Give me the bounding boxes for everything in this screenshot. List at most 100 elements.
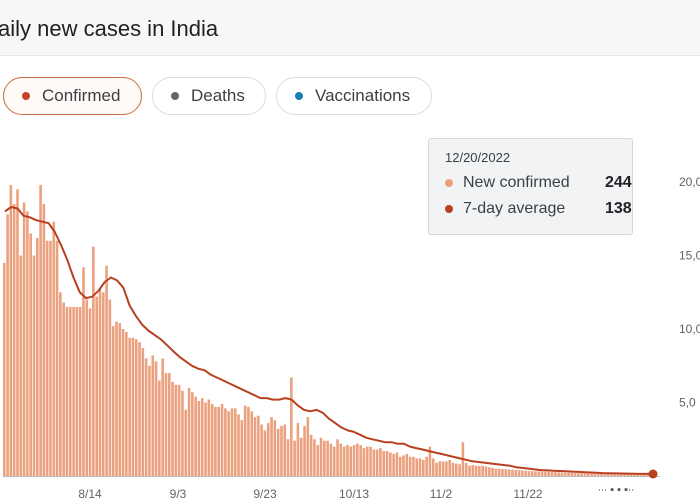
daily-bar [626,474,630,476]
daily-bar [372,449,376,476]
daily-bar [346,445,349,476]
chart-title: aily new cases in India [0,16,219,41]
daily-bar [303,426,306,476]
current-point-marker[interactable] [648,469,658,479]
tooltip-date: 12/20/2022 [445,150,511,165]
daily-bar [408,456,412,476]
daily-bar [98,287,102,476]
daily-bar [590,473,593,476]
daily-bar [570,472,574,476]
daily-bar [220,403,224,476]
daily-bar [217,406,221,476]
daily-bar [19,255,23,476]
tooltip-7-day-average-value: 138 [605,200,632,217]
daily-bar [105,265,108,476]
daily-bar [524,470,527,476]
daily-bar [29,233,32,476]
daily-bar [42,204,46,477]
daily-bar [600,473,603,476]
daily-bar [266,423,270,476]
daily-bar [517,470,521,476]
daily-bar [233,408,237,476]
daily-bar [544,471,547,476]
daily-bar [385,451,389,476]
daily-bar [240,420,244,476]
daily-bar [511,469,514,476]
daily-bar [471,464,475,476]
daily-bar [643,474,646,476]
daily-bar [78,306,82,476]
daily-bar [603,473,607,476]
daily-bar [177,384,181,476]
daily-bar [283,424,287,476]
daily-bar [187,387,191,476]
daily-bar [491,467,494,476]
daily-bar [580,473,583,476]
daily-bar [488,467,491,476]
daily-bar [530,471,534,476]
daily-bar [144,358,148,476]
daily-bar [82,267,85,476]
daily-bar [200,398,204,476]
daily-bar [62,302,65,476]
tab-deaths[interactable]: Deaths [152,77,266,115]
chart-tooltip: 12/20/2022 New confirmed 244 7-day avera… [428,138,633,235]
x-tick-label: 9/23 [253,487,277,500]
daily-bar [210,403,214,476]
tab-vaccinations[interactable]: Vaccinations [276,77,432,115]
new-confirmed-dot-icon [445,179,453,187]
daily-bar [639,474,643,476]
tab-confirmed[interactable]: Confirmed [3,77,142,115]
daily-bar [316,445,320,476]
daily-bar [253,417,257,476]
daily-bar [257,415,260,476]
daily-bar [573,473,577,476]
daily-bar [527,471,531,476]
daily-bar [273,420,277,476]
daily-bar [115,321,118,476]
daily-bar [521,470,524,476]
daily-bars [3,184,653,477]
daily-bar [55,240,59,476]
daily-bar [52,221,56,476]
daily-bar [606,473,610,476]
daily-bar [412,456,415,476]
daily-bar [623,474,626,476]
tab-vaccinations-label: Vaccinations [315,86,411,105]
daily-bar [224,408,227,476]
daily-bar [167,373,171,476]
daily-bar [431,458,435,476]
daily-bar [85,299,89,476]
daily-bar [375,449,379,476]
daily-bar [22,202,26,476]
daily-bar [369,446,372,476]
daily-bar [563,472,567,476]
tab-confirmed-label: Confirmed [42,86,121,105]
daily-bar [171,381,174,476]
daily-bar [593,473,597,476]
daily-bar [629,474,633,476]
tooltip-7-day-average-label: 7-day average [463,200,566,217]
daily-bar [260,424,263,476]
daily-bar [309,434,313,476]
daily-bar [181,390,184,476]
daily-bar [59,292,62,476]
daily-bar [504,469,508,476]
daily-bar [230,408,234,476]
daily-bar [32,255,36,476]
daily-bar [16,189,19,476]
daily-bar [422,459,425,476]
daily-bar [26,211,29,476]
daily-bar [534,471,537,476]
daily-bar [227,411,230,476]
daily-bar [540,471,544,476]
daily-bar [342,446,346,476]
daily-bar [332,446,336,476]
daily-bar [349,446,353,476]
daily-bar [428,446,432,476]
tooltip-row-7-day-average: 7-day average 138 [445,200,632,218]
daily-bar [184,409,188,476]
daily-bar [577,473,580,476]
daily-bar [560,472,564,476]
x-tick-label: 11/2 [430,487,453,500]
